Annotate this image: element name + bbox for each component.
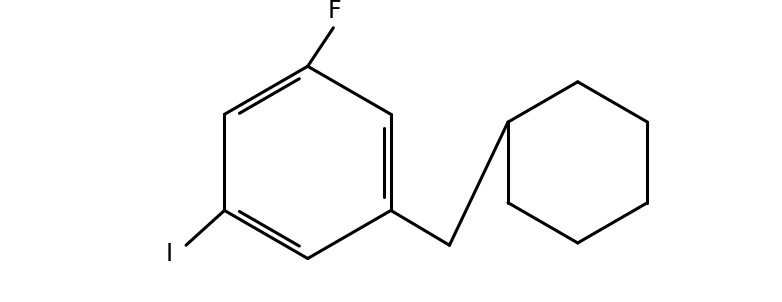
Text: F: F [328,0,341,23]
Text: I: I [166,243,173,266]
